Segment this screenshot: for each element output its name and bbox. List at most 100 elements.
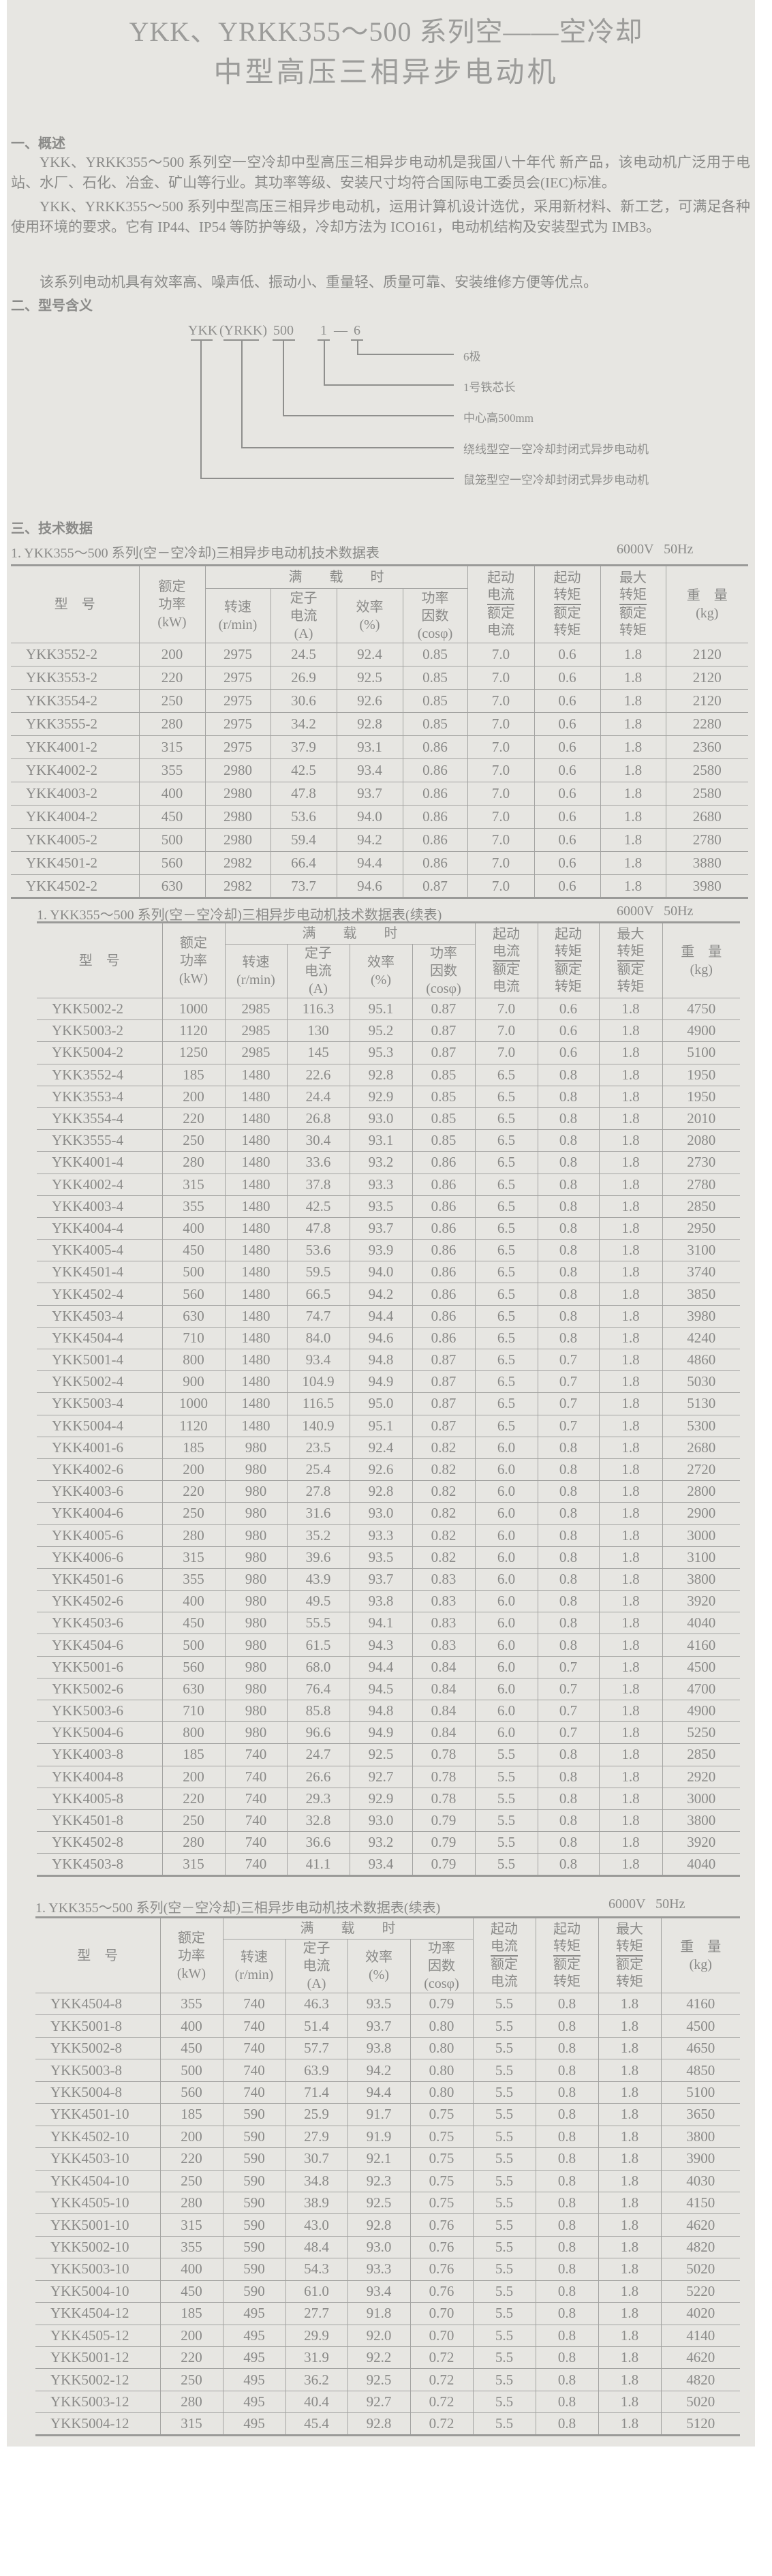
cell-max-torque-ratio: 1.8 bbox=[598, 1019, 663, 1043]
cell-power-factor: 0.78 bbox=[412, 1787, 476, 1810]
table-row: YKK5004-6 800 980 96.6 94.9 0.84 6.0 0.7 1.8 5250 bbox=[37, 1721, 740, 1745]
cell-starting-current-ratio: 6.5 bbox=[474, 1063, 538, 1086]
cell-power-factor: 0.82 bbox=[412, 1524, 476, 1547]
cell-starting-torque-ratio: 0.8 bbox=[535, 2036, 599, 2060]
table-row: YKK5004-4 1120 1480 140.9 95.1 0.87 6.5 0.7 1.8 5… bbox=[37, 1414, 740, 1437]
cell-model: YKK4502-4 bbox=[37, 1283, 163, 1306]
cell-power-factor: 0.87 bbox=[412, 1414, 476, 1437]
cell-starting-current-ratio: 6.0 bbox=[474, 1567, 538, 1591]
cell-starting-torque-ratio: 0.8 bbox=[535, 2059, 599, 2082]
cell-model: YKK5002-10 bbox=[35, 2235, 161, 2259]
cell-starting-current-ratio: 6.0 bbox=[474, 1480, 538, 1503]
cell-rated-power: 560 bbox=[161, 1283, 226, 1306]
cell-speed: 1480 bbox=[224, 1304, 288, 1328]
cell-max-torque-ratio: 1.8 bbox=[598, 1348, 663, 1372]
cell-rated-power: 1000 bbox=[161, 997, 226, 1021]
cell-weight: 3920 bbox=[662, 1590, 740, 1613]
cell-stator-current: 41.1 bbox=[286, 1853, 350, 1876]
cell-power-factor: 0.75 bbox=[410, 2191, 474, 2215]
cell-stator-current: 85.8 bbox=[286, 1699, 350, 1723]
table-voltage-frequency: 6000V 50Hz bbox=[608, 1897, 685, 1912]
header-starting-current-ratio-denominator: 额定 电流 bbox=[487, 606, 514, 638]
cell-power-factor: 0.87 bbox=[412, 1019, 476, 1043]
cell-efficiency: 93.8 bbox=[347, 2036, 411, 2060]
cell-power-factor: 0.75 bbox=[410, 2147, 474, 2171]
cell-starting-current-ratio: 5.5 bbox=[472, 2103, 536, 2126]
cell-rated-power: 280 bbox=[161, 1524, 226, 1547]
cell-speed: 980 bbox=[224, 1590, 288, 1613]
header-starting-torque-ratio-numerator: 起动 转矩 bbox=[553, 570, 581, 605]
cell-starting-current-ratio: 6.5 bbox=[474, 1348, 538, 1372]
cell-model: YKK3555-2 bbox=[11, 712, 140, 736]
cell-rated-power: 315 bbox=[138, 735, 206, 759]
cell-rated-power: 450 bbox=[161, 1239, 226, 1262]
cell-speed: 1480 bbox=[224, 1129, 288, 1152]
cell-stator-current: 38.9 bbox=[285, 2191, 348, 2215]
cell-speed: 980 bbox=[224, 1567, 288, 1591]
cell-starting-torque-ratio: 0.6 bbox=[534, 712, 601, 736]
cell-efficiency: 92.4 bbox=[349, 1436, 413, 1459]
cell-max-torque-ratio: 1.8 bbox=[598, 997, 663, 1021]
cell-rated-power: 500 bbox=[161, 1634, 226, 1657]
cell-power-factor: 0.85 bbox=[412, 1107, 476, 1131]
cell-starting-current-ratio: 5.5 bbox=[472, 1992, 536, 2016]
table-row: YKK4501-6 355 980 43.9 93.7 0.83 6.0 0.8 1.8 3800 bbox=[37, 1567, 740, 1591]
table-row: YKK5003-4 1000 1480 116.5 95.0 0.87 6.5 0.7 1.8 5… bbox=[37, 1392, 740, 1415]
cell-efficiency: 94.4 bbox=[336, 851, 403, 875]
table-row: YKK4001-6 185 980 23.5 92.4 0.82 6.0 0.8 1.8 2680 bbox=[37, 1436, 740, 1459]
cell-power-factor: 0.87 bbox=[412, 997, 476, 1021]
cell-power-factor: 0.85 bbox=[412, 1085, 476, 1108]
cell-rated-power: 355 bbox=[161, 1195, 226, 1218]
cell-weight: 4160 bbox=[660, 1992, 740, 2016]
cell-max-torque-ratio: 1.8 bbox=[598, 1041, 663, 1064]
cell-speed: 980 bbox=[224, 1546, 288, 1569]
cell-speed: 1480 bbox=[224, 1392, 288, 1415]
table-row: YKK4002-2 355 2980 42.5 93.4 0.86 7.0 0.6 1.8 258… bbox=[11, 758, 748, 782]
cell-starting-torque-ratio: 0.7 bbox=[537, 1677, 600, 1701]
table-row: YKK4505-10 280 590 38.9 92.5 0.75 5.5 0.8 1.8 415… bbox=[35, 2191, 740, 2215]
cell-efficiency: 92.6 bbox=[349, 1458, 413, 1482]
table-row: YKK4001-2 315 2975 37.9 93.1 0.86 7.0 0.6 1.8 236… bbox=[11, 735, 748, 759]
cell-starting-torque-ratio: 0.8 bbox=[535, 1992, 599, 2016]
cell-rated-power: 800 bbox=[161, 1721, 226, 1745]
cell-rated-power: 185 bbox=[161, 1743, 226, 1766]
cell-model: YKK4003-4 bbox=[37, 1195, 163, 1218]
code-core: 1 bbox=[320, 323, 327, 338]
cell-max-torque-ratio: 1.8 bbox=[598, 2368, 662, 2391]
cell-starting-current-ratio: 5.5 bbox=[472, 2258, 536, 2281]
cell-speed: 590 bbox=[222, 2280, 286, 2303]
cell-starting-current-ratio: 5.5 bbox=[474, 1787, 538, 1810]
cell-rated-power: 400 bbox=[161, 1216, 226, 1240]
cell-stator-current: 130 bbox=[286, 1019, 350, 1043]
cell-starting-current-ratio: 5.5 bbox=[472, 2368, 536, 2391]
cell-starting-current-ratio: 7.0 bbox=[467, 643, 535, 666]
cell-power-factor: 0.87 bbox=[412, 1392, 476, 1415]
cell-power-factor: 0.86 bbox=[402, 758, 468, 782]
cell-starting-current-ratio: 6.5 bbox=[474, 1414, 538, 1437]
cell-starting-current-ratio: 7.0 bbox=[467, 758, 535, 782]
cell-power-factor: 0.83 bbox=[412, 1567, 476, 1591]
cell-weight: 4860 bbox=[662, 1348, 740, 1372]
cell-stator-current: 30.4 bbox=[286, 1129, 350, 1152]
cell-starting-current-ratio: 6.5 bbox=[474, 1283, 538, 1306]
header-power-factor: 功率 因数 (cosφ) bbox=[412, 944, 476, 998]
cell-starting-torque-ratio: 0.8 bbox=[535, 2280, 599, 2303]
cell-max-torque-ratio: 1.8 bbox=[598, 1853, 663, 1876]
cell-speed: 740 bbox=[222, 2036, 286, 2060]
cell-starting-torque-ratio: 0.6 bbox=[534, 758, 601, 782]
cell-efficiency: 94.6 bbox=[336, 874, 403, 898]
cell-model: YKK5002-6 bbox=[37, 1677, 163, 1701]
cell-max-torque-ratio: 1.8 bbox=[598, 2059, 662, 2082]
cell-efficiency: 92.0 bbox=[347, 2324, 411, 2348]
cell-rated-power: 355 bbox=[138, 758, 206, 782]
cell-model: YKK5004-10 bbox=[35, 2280, 161, 2303]
cell-rated-power: 250 bbox=[161, 1809, 226, 1833]
cell-efficiency: 95.0 bbox=[349, 1392, 413, 1415]
cell-model: YKK4005-2 bbox=[11, 828, 140, 852]
cell-starting-torque-ratio: 0.7 bbox=[537, 1414, 600, 1437]
cell-starting-current-ratio: 5.5 bbox=[474, 1831, 538, 1854]
cell-starting-torque-ratio: 0.8 bbox=[537, 1787, 600, 1810]
header-rated-power: 额定 功率 (kW) bbox=[159, 1917, 223, 1993]
cell-efficiency: 92.8 bbox=[349, 1063, 413, 1086]
cell-stator-current: 96.6 bbox=[286, 1721, 350, 1745]
